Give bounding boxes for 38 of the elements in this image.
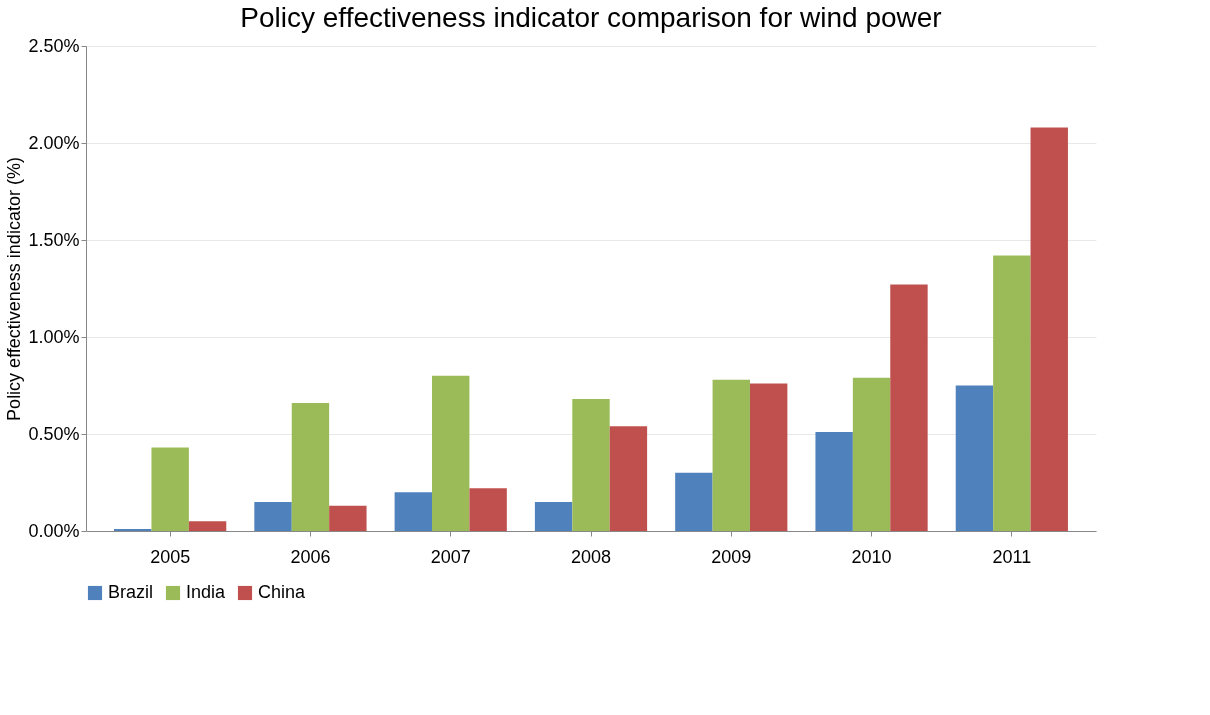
x-tick-label: 2010 (851, 546, 892, 567)
y-tick-label: 2.00% (28, 132, 80, 153)
legend-label: China (258, 582, 307, 602)
x-tick-label: 2011 (992, 546, 1032, 567)
x-tick-label: 2006 (290, 546, 331, 567)
bar (572, 399, 610, 531)
bar (188, 521, 227, 531)
bar (151, 447, 189, 531)
bar (712, 379, 750, 531)
y-tick-label: 0.00% (28, 520, 80, 541)
bar (394, 492, 433, 531)
bar (749, 383, 788, 531)
bar (609, 426, 648, 531)
x-tick-label: 2008 (570, 546, 612, 567)
y-tick-label: 0.50% (28, 423, 80, 444)
bar (955, 385, 994, 531)
bar (469, 488, 507, 531)
legend-label: India (186, 582, 227, 602)
bar (329, 505, 367, 531)
bar (852, 377, 891, 531)
bar (432, 375, 470, 531)
y-tick-label: 1.50% (28, 229, 80, 250)
y-axis-title: Policy effectiveness indicator (%) (4, 157, 25, 421)
bar (993, 255, 1031, 531)
x-tick-label: 2009 (711, 546, 752, 567)
legend-label: Brazil (108, 582, 154, 602)
x-tick-label: 2005 (150, 546, 191, 567)
x-tick-label: 2007 (430, 546, 471, 567)
chart-title: Policy effectiveness indicator comparison for wind power (240, 2, 942, 33)
bar (291, 402, 330, 531)
y-tick-label: 2.50% (28, 35, 80, 56)
bar (1030, 127, 1068, 531)
bar (815, 432, 853, 531)
bar (675, 472, 713, 531)
y-tick-label: 1.00% (28, 326, 80, 347)
bar (534, 501, 573, 531)
bar (890, 284, 928, 531)
bar (254, 501, 292, 531)
